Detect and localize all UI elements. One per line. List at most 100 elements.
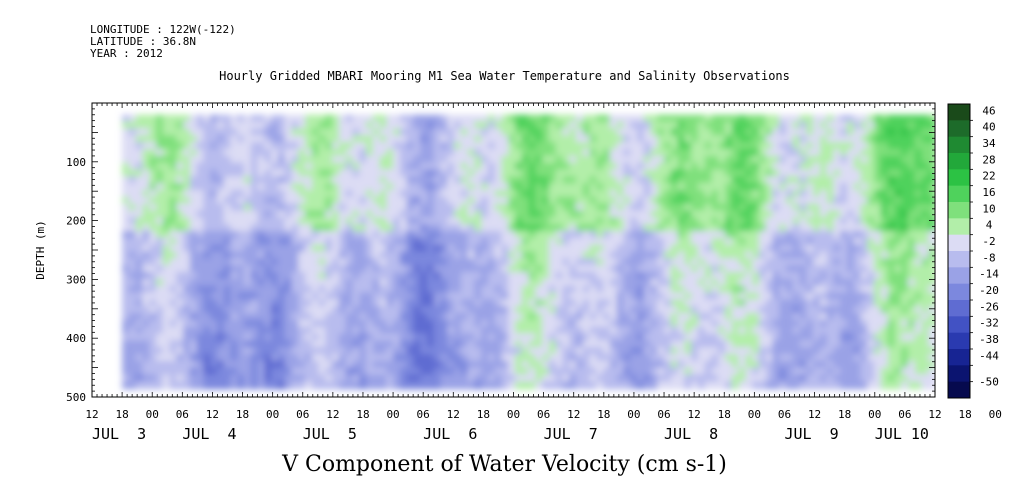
heatmap-cell xyxy=(630,114,639,123)
heatmap-cell xyxy=(189,299,198,308)
heatmap-cell xyxy=(711,196,720,205)
heatmap-cell xyxy=(846,224,855,233)
heatmap-cell xyxy=(244,312,253,322)
heatmap-cell xyxy=(189,203,198,212)
heatmap-cell xyxy=(271,189,280,198)
heatmap-cell xyxy=(630,271,639,281)
heatmap-cell xyxy=(575,292,584,301)
heatmap-cell xyxy=(636,162,645,171)
heatmap-cell xyxy=(216,114,225,123)
heatmap-cell xyxy=(664,121,673,130)
heatmap-cell xyxy=(623,381,632,390)
heatmap-cell xyxy=(413,326,422,335)
heatmap-cell xyxy=(271,230,280,239)
heatmap-cell xyxy=(359,258,368,267)
heatmap-cell xyxy=(501,285,510,294)
heatmap-cell xyxy=(575,114,584,123)
heatmap-cell xyxy=(711,162,720,171)
heatmap-cell xyxy=(813,367,822,376)
heatmap-cell xyxy=(318,381,327,390)
heatmap-cell xyxy=(216,333,225,342)
heatmap-cell xyxy=(426,224,435,233)
heatmap-cell xyxy=(826,251,835,260)
heatmap-cell xyxy=(305,258,313,267)
heatmap-cell xyxy=(901,360,910,369)
heatmap-cell xyxy=(237,265,246,274)
heatmap-cell xyxy=(670,162,679,171)
heatmap-cell xyxy=(467,210,476,219)
heatmap-cell xyxy=(785,128,794,137)
heatmap-cell xyxy=(155,354,164,363)
heatmap-cell xyxy=(359,155,368,164)
heatmap-cell xyxy=(210,292,219,301)
heatmap-cell xyxy=(128,189,137,198)
heatmap-cell xyxy=(779,271,788,281)
heatmap-cell xyxy=(521,354,530,363)
heatmap-cell xyxy=(447,114,456,123)
heatmap-cell xyxy=(237,230,246,239)
heatmap-cell xyxy=(657,360,666,369)
heatmap-cell xyxy=(833,237,842,246)
heatmap-cell xyxy=(731,183,740,192)
heatmap-cell xyxy=(508,189,517,198)
heatmap-cell xyxy=(785,340,794,349)
heatmap-cell xyxy=(454,183,463,192)
heatmap-cell xyxy=(379,162,388,171)
heatmap-cell xyxy=(406,114,415,123)
heatmap-cell xyxy=(176,169,185,178)
heatmap-cell xyxy=(535,142,544,151)
heatmap-cell xyxy=(264,360,273,369)
heatmap-cell xyxy=(650,360,659,369)
heatmap-cell xyxy=(244,237,253,246)
heatmap-cell xyxy=(284,333,293,342)
heatmap-cell xyxy=(352,271,361,281)
heatmap-cell xyxy=(365,265,374,274)
heatmap-cell xyxy=(372,285,381,294)
heatmap-cell xyxy=(745,354,754,363)
heatmap-cell xyxy=(840,306,849,315)
heatmap-cell xyxy=(210,189,219,198)
heatmap-cell xyxy=(575,162,584,171)
heatmap-cell xyxy=(250,333,259,342)
heatmap-cell xyxy=(284,306,293,315)
heatmap-cell xyxy=(440,265,449,274)
heatmap-cell xyxy=(460,162,469,171)
heatmap-cell xyxy=(257,217,266,226)
heatmap-cell xyxy=(636,299,645,308)
heatmap-cell xyxy=(894,148,903,157)
heatmap-cell xyxy=(691,237,700,246)
heatmap-cell xyxy=(372,326,381,335)
heatmap-cell xyxy=(338,217,347,226)
heatmap-cell xyxy=(636,333,645,342)
heatmap-cell xyxy=(596,265,605,274)
heatmap-cell xyxy=(257,148,266,157)
heatmap-cell xyxy=(792,258,801,267)
heatmap-cell xyxy=(230,258,239,267)
heatmap-cell xyxy=(609,299,618,308)
heatmap-cell xyxy=(223,169,232,178)
heatmap-cell xyxy=(589,114,598,123)
heatmap-cell xyxy=(603,148,612,157)
heatmap-cell xyxy=(894,210,903,219)
heatmap-cell xyxy=(433,258,442,267)
heatmap-cell xyxy=(230,312,239,322)
heatmap-cell xyxy=(779,292,788,301)
heatmap-cell xyxy=(691,183,700,192)
heatmap-cell xyxy=(813,183,822,192)
heatmap-cell xyxy=(792,142,801,151)
heatmap-cell xyxy=(799,340,808,349)
heatmap-cell xyxy=(494,217,503,226)
heatmap-cell xyxy=(677,326,686,335)
heatmap-cell xyxy=(122,196,131,205)
heatmap-cell xyxy=(311,367,320,376)
heatmap-cell xyxy=(785,155,794,164)
heatmap-cell xyxy=(548,121,557,130)
heatmap-cell xyxy=(901,278,910,287)
heatmap-cell xyxy=(880,237,889,246)
heatmap-cell xyxy=(332,183,341,192)
heatmap-cell xyxy=(765,347,774,356)
heatmap-cell xyxy=(603,142,612,151)
heatmap-cell xyxy=(636,183,645,192)
heatmap-cell xyxy=(528,306,537,315)
heatmap-cell xyxy=(467,237,476,246)
